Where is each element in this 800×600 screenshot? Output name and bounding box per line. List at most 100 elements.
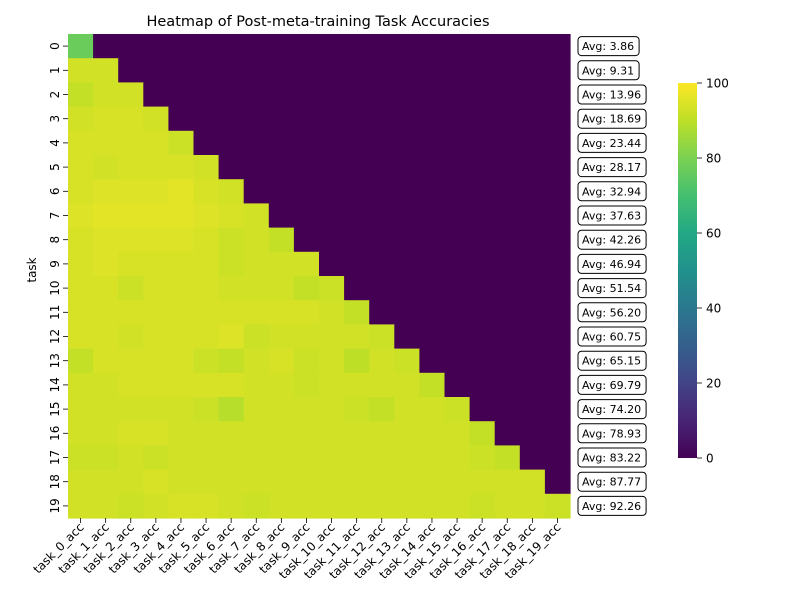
heatmap-cell <box>394 203 420 229</box>
heatmap-cell <box>293 106 320 132</box>
heatmap-cell <box>93 493 119 519</box>
heatmap-cell <box>293 82 320 108</box>
heatmap-cell <box>319 276 345 301</box>
heatmap-cell <box>93 421 119 446</box>
heatmap-cell <box>168 179 195 204</box>
heatmap-cell <box>68 179 94 204</box>
row-average-box <box>577 132 647 153</box>
row-average-box <box>577 253 647 274</box>
row-average-label: Avg: 78.93 <box>582 427 641 440</box>
heatmap-cell <box>243 421 270 446</box>
heatmap-cell <box>168 372 195 398</box>
heatmap-cell <box>544 469 571 495</box>
heatmap-cell <box>494 251 521 277</box>
heatmap-cell <box>319 203 345 229</box>
colorbar-tick-label: 100 <box>706 77 729 91</box>
heatmap-cell <box>394 34 420 59</box>
heatmap-cells <box>68 34 571 519</box>
heatmap-cell <box>68 106 94 132</box>
heatmap-cell <box>519 82 546 108</box>
row-average-box <box>577 108 647 129</box>
heatmap-cell <box>268 179 295 204</box>
colorbar-tick-label: 80 <box>706 152 721 166</box>
heatmap-cell <box>419 276 446 301</box>
y-tick-label: 17 <box>48 450 62 465</box>
heatmap-cell <box>519 445 546 471</box>
heatmap-cell <box>93 179 119 204</box>
heatmap-cell <box>68 251 94 277</box>
heatmap-cell <box>93 34 119 59</box>
heatmap-cell <box>193 493 220 519</box>
heatmap-cell <box>544 324 571 350</box>
heatmap-cell <box>218 493 245 519</box>
heatmap-cell <box>168 34 195 59</box>
heatmap-cell <box>344 324 370 350</box>
y-tick-label: 12 <box>48 329 62 344</box>
heatmap-cell <box>519 300 546 325</box>
heatmap-cell <box>494 58 521 83</box>
y-tick-label: 3 <box>48 115 62 123</box>
heatmap-cell <box>93 82 119 108</box>
heatmap-cell <box>268 276 295 301</box>
chart-title: Heatmap of Post-meta-training Task Accur… <box>146 14 489 30</box>
heatmap-cell <box>218 469 245 495</box>
heatmap-cell <box>494 82 521 108</box>
heatmap-cell <box>519 155 546 180</box>
heatmap-cell <box>419 82 446 108</box>
heatmap-cell <box>218 106 245 132</box>
heatmap-cell <box>444 155 471 180</box>
heatmap-cell <box>519 324 546 350</box>
heatmap-cell <box>494 179 521 204</box>
heatmap-cell <box>218 203 245 229</box>
heatmap-cell <box>68 227 94 253</box>
heatmap-cell <box>369 397 395 422</box>
colorbar: 0 20 40 60 80 100 <box>678 77 729 466</box>
heatmap-cell <box>369 348 395 374</box>
heatmap-cell <box>143 397 169 422</box>
heatmap-cell <box>319 58 345 83</box>
row-average-label: Avg: 13.96 <box>582 89 641 102</box>
heatmap-cell <box>93 469 119 495</box>
heatmap-cell <box>444 251 471 277</box>
heatmap-cell <box>469 324 496 350</box>
heatmap-cell <box>168 493 195 519</box>
heatmap-cell <box>369 300 395 325</box>
heatmap-cell <box>394 106 420 132</box>
heatmap-cell <box>444 421 471 446</box>
row-average-label: Avg: 9.31 <box>582 64 634 77</box>
heatmap-cell <box>268 130 295 156</box>
heatmap-cell <box>68 493 94 519</box>
heatmap-cell <box>118 203 144 229</box>
heatmap-cell <box>344 421 370 446</box>
heatmap-cell <box>519 251 546 277</box>
row-average-label: Avg: 46.94 <box>582 258 641 271</box>
heatmap-cell <box>369 324 395 350</box>
heatmap-cell <box>168 251 195 277</box>
heatmap-cell <box>118 227 144 253</box>
heatmap-cell <box>218 130 245 156</box>
heatmap-cell <box>369 421 395 446</box>
heatmap-cell <box>544 251 571 277</box>
heatmap-cell <box>369 58 395 83</box>
heatmap-cell <box>293 445 320 471</box>
heatmap-cell <box>293 130 320 156</box>
heatmap-cell <box>218 276 245 301</box>
heatmap-cell <box>268 58 295 83</box>
heatmap-cell <box>268 155 295 180</box>
heatmap-cell <box>193 324 220 350</box>
colorbar-tick-label: 20 <box>706 377 721 391</box>
heatmap-cell <box>68 421 94 446</box>
heatmap-cell <box>344 348 370 374</box>
heatmap-cell <box>93 445 119 471</box>
heatmap-cell <box>344 130 370 156</box>
heatmap-cell <box>444 203 471 229</box>
heatmap-cell <box>68 348 94 374</box>
heatmap-cell <box>519 469 546 495</box>
heatmap-cell <box>243 58 270 83</box>
heatmap-cell <box>344 106 370 132</box>
heatmap-cell <box>519 34 546 59</box>
heatmap-cell <box>444 58 471 83</box>
row-average-box <box>577 471 647 492</box>
colorbar-tick-label: 0 <box>706 452 714 466</box>
